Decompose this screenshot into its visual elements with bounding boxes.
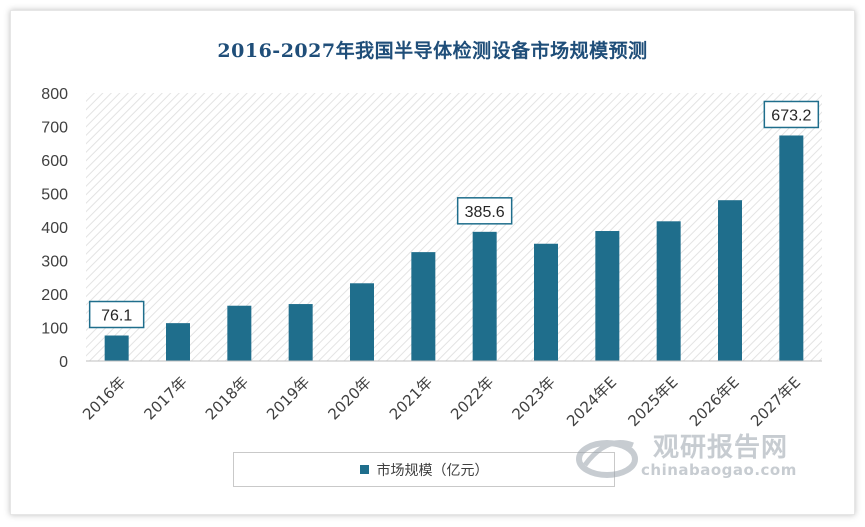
bar <box>104 335 129 361</box>
x-tick-label: 2026年E <box>686 373 743 430</box>
bar <box>718 200 742 361</box>
bar <box>779 135 804 361</box>
bar <box>227 305 252 361</box>
legend: 市场规模（亿元） <box>233 452 615 487</box>
bar <box>350 283 374 361</box>
plot-area <box>86 93 822 361</box>
x-tick-label: 2019年 <box>263 373 313 423</box>
bar <box>472 231 497 361</box>
bar <box>411 252 436 361</box>
y-tick-label: 800 <box>41 86 68 103</box>
x-tick-label: 2018年 <box>202 373 252 423</box>
bar <box>288 304 313 361</box>
y-tick-label: 500 <box>41 187 68 204</box>
x-tick-label: 2017年 <box>140 373 190 423</box>
bar <box>166 323 190 361</box>
bars <box>104 135 804 361</box>
x-tick-label: 2021年 <box>386 373 436 423</box>
data-label: 385.6 <box>465 204 505 221</box>
legend-swatch <box>359 465 369 474</box>
x-tick-label: 2020年 <box>324 373 374 423</box>
data-label-box <box>763 100 820 129</box>
data-label: 673.2 <box>771 107 811 124</box>
x-tick-label: 2016年 <box>79 373 129 423</box>
legend-label: 市场规模（亿元） <box>376 462 489 479</box>
data-label: 76.1 <box>101 308 132 325</box>
bar <box>595 231 620 361</box>
data-label-box <box>456 197 513 225</box>
y-tick-label: 0 <box>59 354 68 371</box>
x-tick-label: 2023年 <box>508 373 558 423</box>
data-label-box <box>88 300 145 329</box>
x-tick-label: 2024年E <box>563 373 620 430</box>
x-axis: 2016年 2017年 2018年 2019年 2020年 2021年 2022年 2023年… <box>79 360 822 430</box>
chart-title: 2016-2027年我国半导体检测设备市场规模预测 <box>217 40 648 62</box>
watermark: 观研报告网 chinabaogao.com <box>575 425 815 485</box>
y-tick-label: 400 <box>41 220 68 237</box>
y-tick-label: 300 <box>41 254 68 271</box>
bar <box>534 243 558 361</box>
x-tick-label: 2027年E <box>747 373 804 430</box>
watermark-domain: chinabaogao.com <box>641 461 797 479</box>
data-labels: 76.1 385.6 673.2 <box>88 100 820 329</box>
bar <box>656 221 681 361</box>
x-tick-label: 2022年 <box>447 373 497 423</box>
y-axis: 800 700 600 500 400 300 200 100 0 <box>41 86 68 371</box>
x-tick-label: 2025年E <box>624 373 681 430</box>
y-tick-label: 100 <box>41 321 68 338</box>
y-tick-label: 700 <box>41 120 68 137</box>
watermark-logo-icon <box>576 440 638 478</box>
watermark-name: 观研报告网 <box>653 433 789 463</box>
y-tick-label: 600 <box>41 153 68 170</box>
y-tick-label: 200 <box>41 287 68 304</box>
